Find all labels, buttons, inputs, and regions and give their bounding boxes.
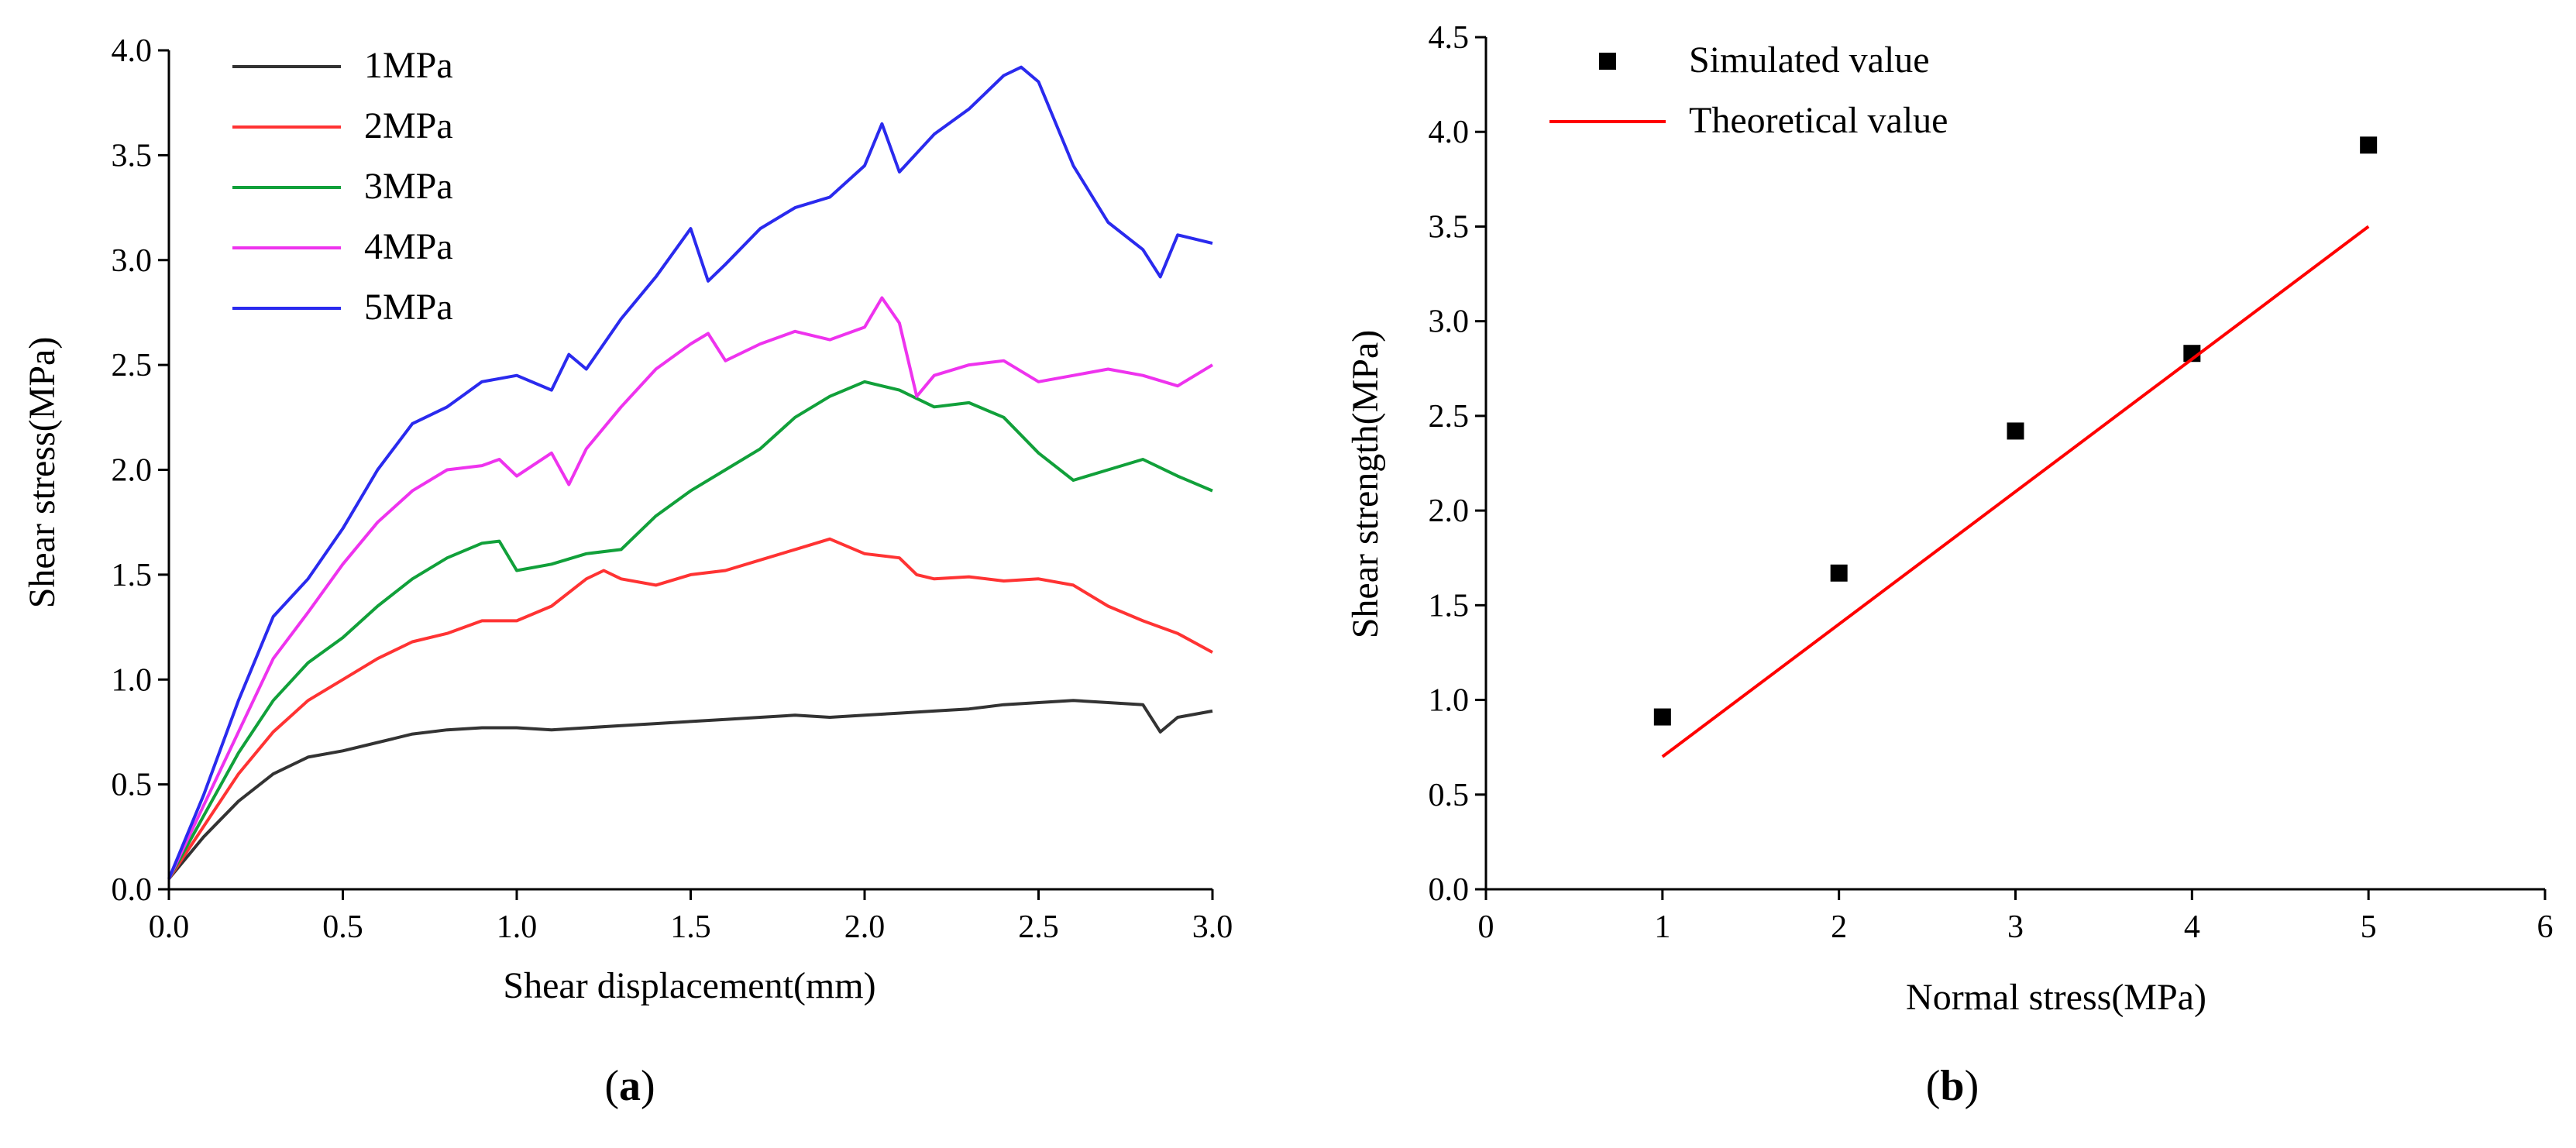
chart-b-x-tick-label: 1	[1654, 909, 1670, 945]
chart-a-x-tick-label: 0.5	[322, 909, 363, 945]
chart-b-ticks: 0 1 2 3 4 5 6 0.0 0.5 1.0 1.5 2.0 2.5 3.0 3.5 4.0 4.5	[1429, 20, 2554, 945]
data-point-simulated-value	[1653, 708, 1671, 726]
chart-a-shear-stress-vs-displacement: 0.0 0.5 1.0 1.5 2.0 2.5 3.0 0.0 0.5 1.0 1.5 2.0 2.5 3…	[22, 33, 1233, 1006]
chart-a-x-tick-label: 0.0	[149, 909, 190, 945]
series-line-3mpa	[167, 380, 1213, 880]
chart-b-x-tick-label: 0	[1478, 909, 1494, 945]
panel-letter-b: b	[1940, 1062, 1964, 1110]
chart-a-axes	[167, 50, 1212, 891]
legend-label-simulated-value: Simulated value	[1689, 40, 1930, 81]
chart-a-y-tick-label: 4.0	[112, 33, 153, 69]
chart-b-x-tick-label: 4	[2184, 909, 2200, 945]
chart-a-y-tick-label: 1.0	[112, 662, 153, 698]
chart-b-x-tick-label: 3	[2007, 909, 2024, 945]
chart-b-series-group	[1653, 136, 2378, 758]
chart-a-x-tick-label: 2.5	[1018, 909, 1059, 945]
chart-b-y-tick-label: 1.5	[1429, 588, 1470, 624]
chart-b-y-axis-label: Shear strength(MPa)	[1345, 330, 1386, 639]
chart-b-y-tick-label: 3.5	[1429, 209, 1470, 245]
chart-a-series-group	[167, 65, 1214, 880]
chart-a-y-tick-label: 3.5	[112, 138, 153, 174]
chart-b-y-tick-label: 0.5	[1429, 778, 1470, 813]
data-point-simulated-value	[2007, 422, 2024, 440]
series-line-2mpa	[167, 537, 1213, 880]
chart-b-x-axis-label: Normal stress(MPa)	[1906, 977, 2206, 1018]
data-point-simulated-value	[2360, 136, 2378, 154]
chart-a-x-tick-label: 2.0	[844, 909, 886, 945]
series-line-theoretical-value	[1661, 225, 2370, 758]
chart-a-x-tick-label: 1.5	[670, 909, 711, 945]
chart-a-y-tick-label: 0.0	[112, 872, 153, 908]
chart-b-legend: Simulated value Theoretical value	[1549, 40, 1948, 141]
chart-a-y-tick-label: 2.5	[112, 348, 153, 383]
chart-a-y-tick-label: 0.5	[112, 768, 153, 803]
chart-b-axes	[1484, 37, 2545, 891]
chart-b-y-tick-label: 3.0	[1429, 304, 1470, 340]
chart-b-x-tick-label: 2	[1831, 909, 1847, 945]
chart-a-y-tick-label: 1.5	[112, 558, 153, 593]
chart-b-y-tick-label: 1.0	[1429, 683, 1470, 719]
panel-label-b: (b)	[1926, 1062, 1979, 1110]
chart-b-x-tick-label: 5	[2361, 909, 2377, 945]
legend-label-4mpa: 4MPa	[364, 226, 453, 267]
legend-label-theoretical-value: Theoretical value	[1689, 100, 1948, 141]
chart-b-shear-strength-vs-normal-stress: 0 1 2 3 4 5 6 0.0 0.5 1.0 1.5 2.0 2.5 3.0 3.5 4.0 4.5 No…	[1345, 20, 2554, 1018]
panel-letter-a: a	[619, 1062, 641, 1110]
legend-label-2mpa: 2MPa	[364, 105, 453, 146]
series-line-1mpa	[167, 699, 1213, 880]
chart-a-legend: 1MPa 2MPa 3MPa 4MPa 5MPa	[232, 45, 453, 328]
chart-b-y-tick-label: 0.0	[1429, 872, 1470, 908]
chart-a-y-tick-label: 3.0	[112, 243, 153, 279]
panel-label-a: (a)	[604, 1062, 655, 1110]
legend-label-5mpa: 5MPa	[364, 287, 453, 328]
chart-b-y-tick-label: 2.5	[1429, 399, 1470, 435]
chart-a-x-tick-label: 1.0	[497, 909, 538, 945]
legend-label-1mpa: 1MPa	[364, 45, 453, 86]
chart-b-y-tick-label: 4.0	[1429, 115, 1470, 150]
chart-b-x-tick-label: 6	[2537, 909, 2554, 945]
series-line-5mpa	[167, 65, 1213, 880]
chart-a-y-tick-label: 2.0	[112, 453, 153, 489]
chart-a-y-axis-label: Shear stress(MPa)	[22, 337, 63, 609]
legend-label-3mpa: 3MPa	[364, 166, 453, 207]
chart-a-ticks: 0.0 0.5 1.0 1.5 2.0 2.5 3.0 0.0 0.5 1.0 1.5 2.0 2.5 3…	[112, 33, 1233, 945]
legend-swatch-simulated-value	[1599, 53, 1616, 70]
data-point-simulated-value	[1830, 564, 1848, 582]
chart-a-x-axis-label: Shear displacement(mm)	[503, 965, 875, 1006]
series-line-4mpa	[167, 296, 1214, 880]
chart-b-y-tick-label: 4.5	[1429, 20, 1470, 56]
chart-a-x-tick-label: 3.0	[1192, 909, 1233, 945]
chart-b-y-tick-label: 2.0	[1429, 493, 1470, 529]
